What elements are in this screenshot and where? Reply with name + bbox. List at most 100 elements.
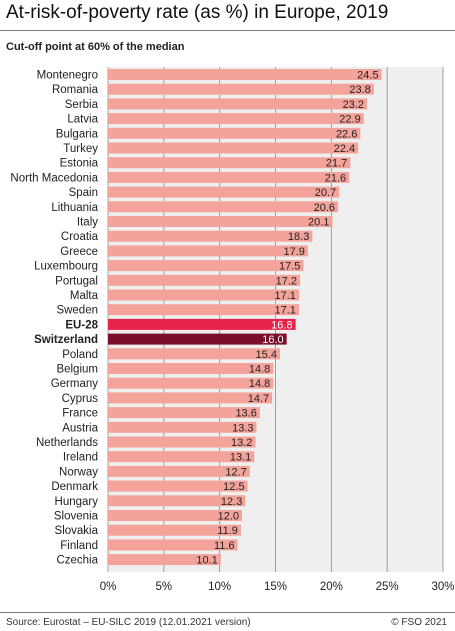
data-label: 21.6 (325, 172, 346, 184)
category-label: Lithuania (51, 202, 98, 214)
data-label: 17.1 (275, 305, 296, 317)
data-label: 17.5 (279, 261, 300, 273)
category-label: Finland (60, 540, 98, 552)
category-label: Poland (62, 349, 98, 361)
bar (108, 83, 374, 95)
category-label: Croatia (61, 231, 99, 243)
category-label: Serbia (65, 99, 99, 111)
data-label: 13.1 (230, 452, 251, 464)
bar (108, 304, 299, 316)
x-tick-label: 20% (320, 581, 343, 593)
data-label: 13.2 (231, 437, 252, 449)
source-note: Source: Eurostat – EU-SILC 2019 (12.01.2… (6, 617, 251, 628)
bar (108, 465, 250, 477)
x-tick-label: 0% (100, 581, 117, 593)
bar (108, 333, 287, 345)
data-label: 16.0 (262, 334, 283, 346)
chart-title: At-risk-of-poverty rate (as %) in Europe… (6, 2, 389, 23)
data-label: 12.3 (221, 496, 242, 508)
bar (108, 186, 340, 198)
category-label: Romania (52, 84, 99, 96)
data-label: 14.7 (248, 393, 269, 405)
bar (108, 142, 359, 154)
category-label: Cyprus (62, 393, 99, 405)
category-label: Netherlands (36, 437, 98, 449)
data-label: 20.1 (308, 217, 329, 229)
category-label: Montenegro (37, 70, 98, 82)
category-label: Malta (70, 290, 99, 302)
category-label: Slovakia (55, 525, 99, 537)
data-label: 23.2 (343, 99, 364, 111)
x-tick-label: 10% (208, 581, 231, 593)
data-label: 14.8 (249, 364, 270, 376)
bar (108, 127, 361, 139)
data-label: 14.8 (249, 378, 270, 390)
bar (108, 392, 273, 404)
chart-subtitle: Cut-off point at 60% of the median (6, 41, 185, 53)
category-label: Luxembourg (34, 261, 98, 273)
category-label: Switzerland (34, 334, 98, 346)
category-label: Germany (51, 378, 99, 390)
category-label: Portugal (55, 275, 98, 287)
bar (108, 407, 260, 419)
data-label: 20.6 (314, 202, 335, 214)
bar (108, 318, 296, 330)
data-label: 20.7 (315, 187, 336, 199)
category-label: North Macedonia (10, 172, 98, 184)
bar (108, 289, 299, 301)
category-label: Belgium (56, 364, 98, 376)
data-label: 17.9 (283, 246, 304, 258)
data-label: 12.0 (218, 511, 239, 523)
data-label: 17.2 (276, 275, 297, 287)
data-label: 24.5 (357, 70, 378, 82)
data-label: 15.4 (256, 349, 277, 361)
title-divider (0, 30, 455, 31)
bar (108, 510, 242, 521)
category-label: Spain (69, 187, 98, 199)
x-tick-label: 25% (376, 581, 399, 593)
bar (108, 157, 351, 169)
category-label: Hungary (55, 496, 99, 508)
category-label: Italy (77, 217, 98, 229)
data-label: 12.7 (225, 466, 246, 478)
bar (108, 216, 333, 227)
bar (108, 274, 301, 286)
bar (108, 69, 382, 80)
category-label: Turkey (63, 143, 98, 155)
bar (108, 98, 368, 110)
bar (108, 377, 274, 389)
bar (108, 436, 256, 448)
bar (108, 260, 304, 272)
data-label: 12.5 (223, 481, 244, 493)
bar-chart: 24.5 Montenegro 23.8 Romania 23.2 Serbia 22.9 L… (10, 67, 455, 593)
data-label: 13.3 (232, 422, 253, 434)
data-label: 22.9 (339, 114, 360, 126)
category-label: Estonia (60, 158, 99, 170)
data-label: 10.1 (196, 555, 217, 567)
data-label: 22.6 (336, 128, 357, 140)
category-label: Slovenia (54, 511, 99, 523)
bar (108, 451, 255, 463)
category-label: Austria (62, 422, 98, 434)
bar (108, 495, 246, 507)
x-tick-label: 30% (431, 581, 454, 593)
category-label: Ireland (63, 452, 98, 464)
data-label: 16.8 (271, 319, 292, 331)
copyright-note: © FSO 2021 (391, 617, 447, 628)
x-tick-label: 15% (264, 581, 287, 593)
category-label: Czechia (56, 555, 98, 567)
category-label: EU-28 (65, 319, 98, 331)
category-label: Bulgaria (56, 128, 99, 140)
footer-divider (0, 612, 455, 613)
category-label: Latvia (67, 114, 98, 126)
bar (108, 230, 313, 242)
data-label: 23.8 (349, 84, 370, 96)
category-label: Greece (60, 246, 98, 258)
bar (108, 171, 350, 183)
category-label: Norway (59, 466, 98, 478)
bar (108, 113, 364, 125)
data-label: 17.1 (275, 290, 296, 302)
data-label: 11.9 (217, 525, 238, 537)
bar (108, 539, 238, 551)
data-label: 22.4 (334, 143, 355, 155)
